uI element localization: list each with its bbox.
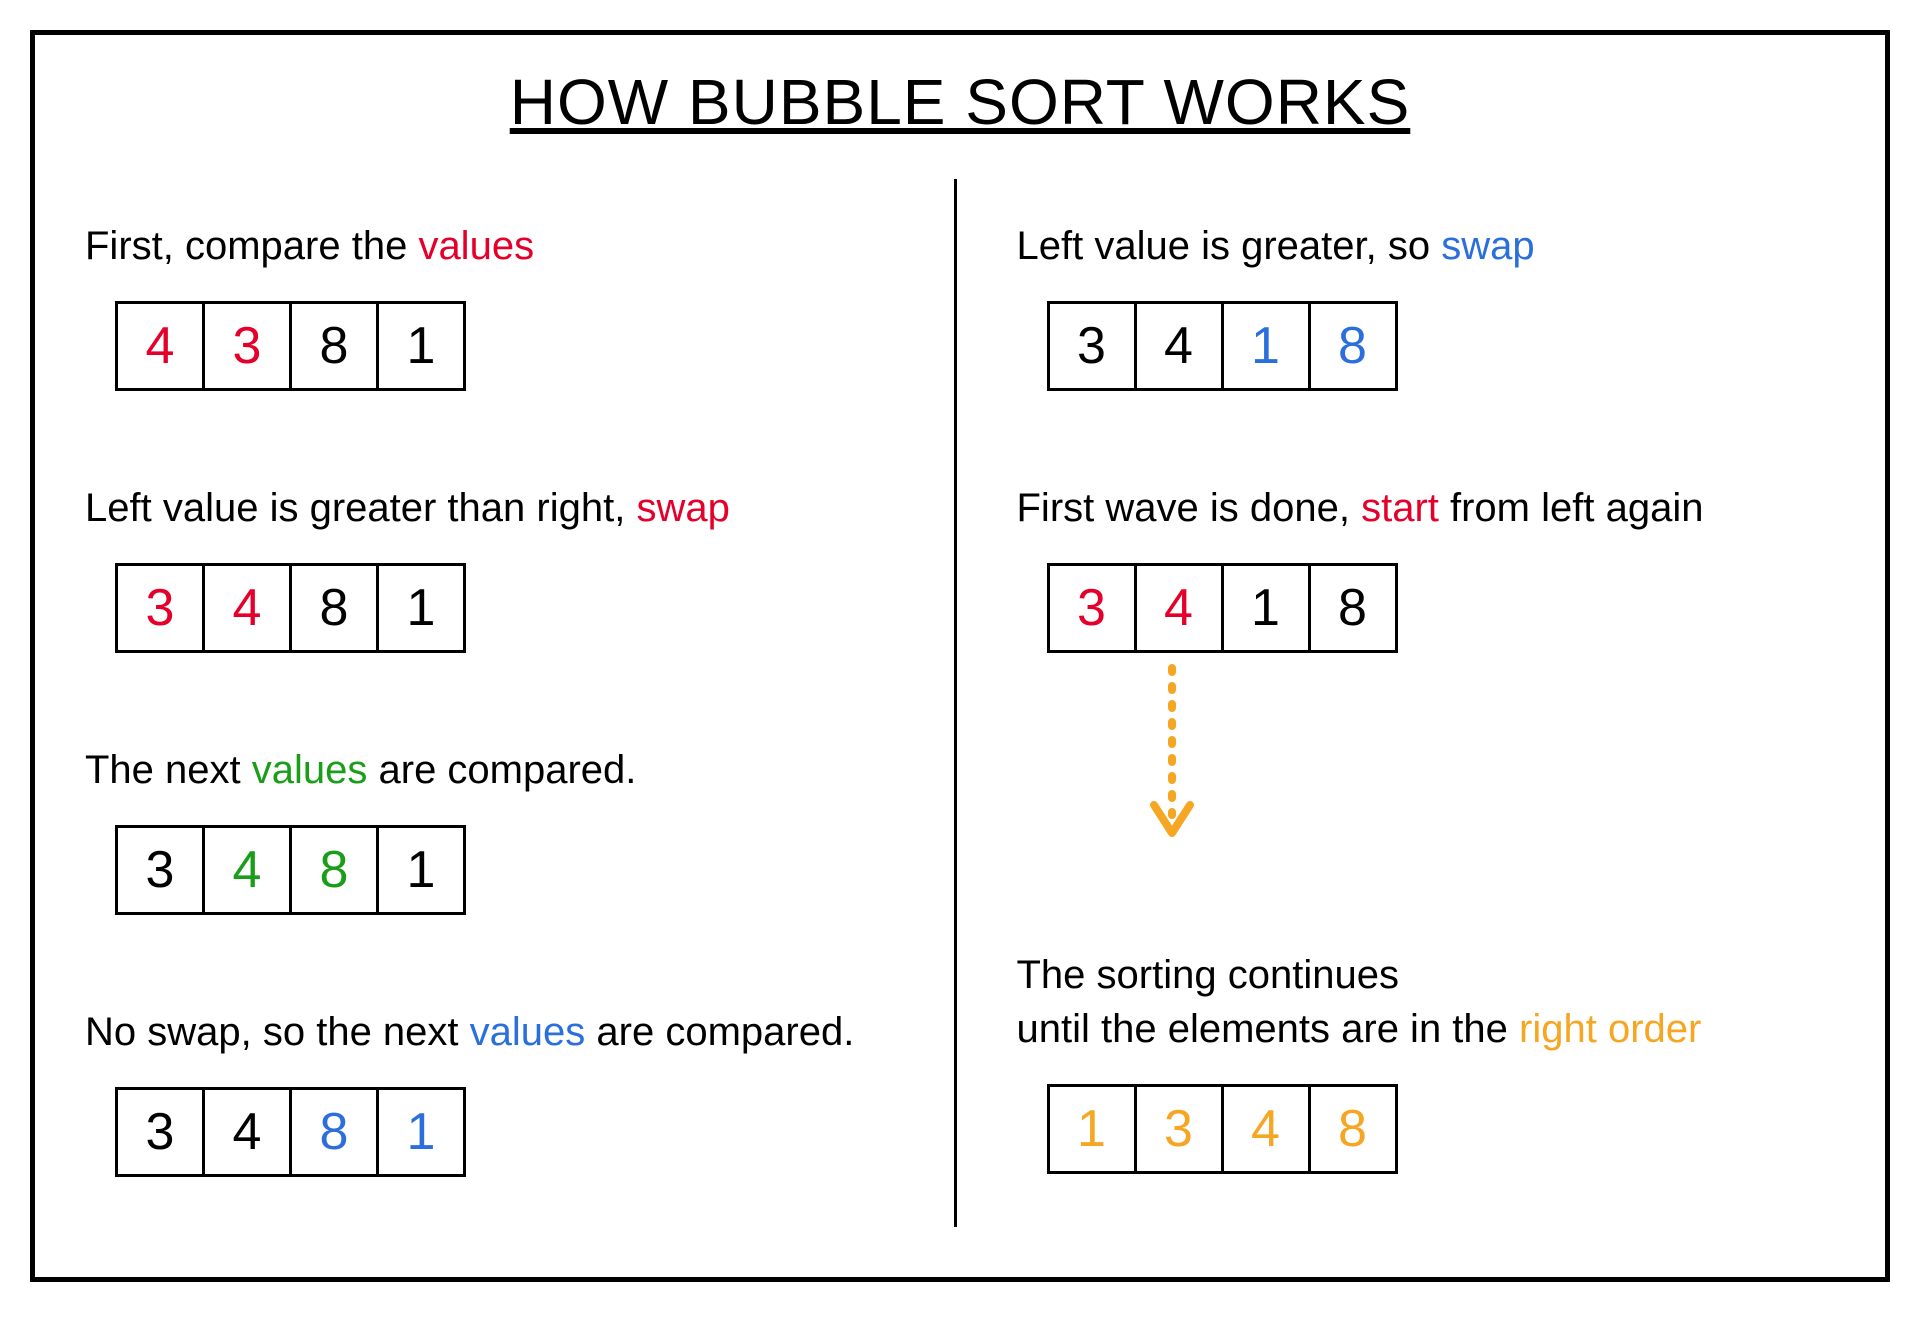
- caption-span: swap: [636, 486, 729, 530]
- array-cell: 8: [289, 563, 379, 653]
- step-caption: The sorting continues until the elements …: [1017, 948, 1836, 1056]
- caption-span: until the elements are in the: [1017, 1007, 1520, 1051]
- step-caption: Left value is greater than right, swap: [85, 481, 904, 535]
- array-cell: 1: [376, 1087, 466, 1177]
- array-cell: 4: [1134, 301, 1224, 391]
- sort-step: Left value is greater, so swap 3418: [1017, 179, 1836, 391]
- array-cell: 3: [115, 1087, 205, 1177]
- caption-span: are compared.: [367, 748, 636, 792]
- sort-step: Left value is greater than right, swap 34…: [85, 441, 904, 653]
- caption-span: No swap, so the next: [85, 1010, 470, 1054]
- columns: First, compare the values4381Left value …: [85, 179, 1835, 1227]
- array-boxes: 4381: [115, 301, 904, 391]
- array-cell: 1: [1221, 563, 1311, 653]
- array-cell: 3: [1134, 1084, 1224, 1174]
- array-boxes: 3418: [1047, 563, 1836, 653]
- array-cell: 3: [202, 301, 292, 391]
- array-cell: 8: [289, 301, 379, 391]
- array-cell: 4: [1134, 563, 1224, 653]
- array-cell: 1: [376, 301, 466, 391]
- sort-step: No swap, so the next values are compared…: [85, 965, 904, 1177]
- caption-span: Left value is greater than right,: [85, 486, 636, 530]
- down-arrow-icon: [1147, 663, 1836, 848]
- step-caption: First wave is done, start from left agai…: [1017, 481, 1836, 535]
- caption-span: are compared.: [585, 1010, 854, 1054]
- caption-span: right order: [1519, 1007, 1701, 1051]
- array-cell: 1: [1221, 301, 1311, 391]
- array-cell: 8: [1308, 1084, 1398, 1174]
- caption-span: First, compare the: [85, 224, 418, 268]
- page-title: HOW BUBBLE SORT WORKS: [85, 65, 1835, 139]
- array-cell: 3: [115, 825, 205, 915]
- step-caption: No swap, so the next values are compared…: [85, 1005, 904, 1059]
- array-cell: 4: [202, 563, 292, 653]
- array-boxes: 3418: [1047, 301, 1836, 391]
- caption-span: from left again: [1439, 486, 1704, 530]
- array-cell: 8: [1308, 563, 1398, 653]
- caption-span: values: [418, 224, 534, 268]
- array-cell: 4: [1221, 1084, 1311, 1174]
- caption-span: swap: [1441, 224, 1534, 268]
- array-cell: 8: [289, 825, 379, 915]
- array-cell: 8: [1308, 301, 1398, 391]
- caption-span: Left value is greater, so: [1017, 224, 1442, 268]
- sort-step: First wave is done, start from left agai…: [1017, 441, 1836, 858]
- array-cell: 8: [289, 1087, 379, 1177]
- caption-span: values: [470, 1010, 586, 1054]
- sort-step: The next values are compared. 3481: [85, 703, 904, 915]
- caption-span: First wave is done,: [1017, 486, 1362, 530]
- array-cell: 1: [376, 825, 466, 915]
- array-cell: 4: [115, 301, 205, 391]
- right-column: Left value is greater, so swap3418First …: [957, 179, 1836, 1227]
- array-cell: 3: [115, 563, 205, 653]
- array-boxes: 1348: [1047, 1084, 1836, 1174]
- step-caption: The next values are compared.: [85, 743, 904, 797]
- step-caption: First, compare the values: [85, 219, 904, 273]
- sort-step: The sorting continues until the elements …: [1017, 908, 1836, 1174]
- array-cell: 4: [202, 825, 292, 915]
- caption-span: The next: [85, 748, 252, 792]
- caption-span: values: [252, 748, 368, 792]
- caption-span: The sorting continues: [1017, 953, 1399, 997]
- diagram-frame: HOW BUBBLE SORT WORKS First, compare the…: [30, 30, 1890, 1282]
- array-boxes: 3481: [115, 825, 904, 915]
- left-column: First, compare the values4381Left value …: [85, 179, 954, 1227]
- array-boxes: 3481: [115, 563, 904, 653]
- array-boxes: 3481: [115, 1087, 904, 1177]
- caption-span: start: [1361, 486, 1439, 530]
- array-cell: 3: [1047, 301, 1137, 391]
- step-caption: Left value is greater, so swap: [1017, 219, 1836, 273]
- array-cell: 1: [1047, 1084, 1137, 1174]
- array-cell: 3: [1047, 563, 1137, 653]
- array-cell: 4: [202, 1087, 292, 1177]
- sort-step: First, compare the values 4381: [85, 179, 904, 391]
- array-cell: 1: [376, 563, 466, 653]
